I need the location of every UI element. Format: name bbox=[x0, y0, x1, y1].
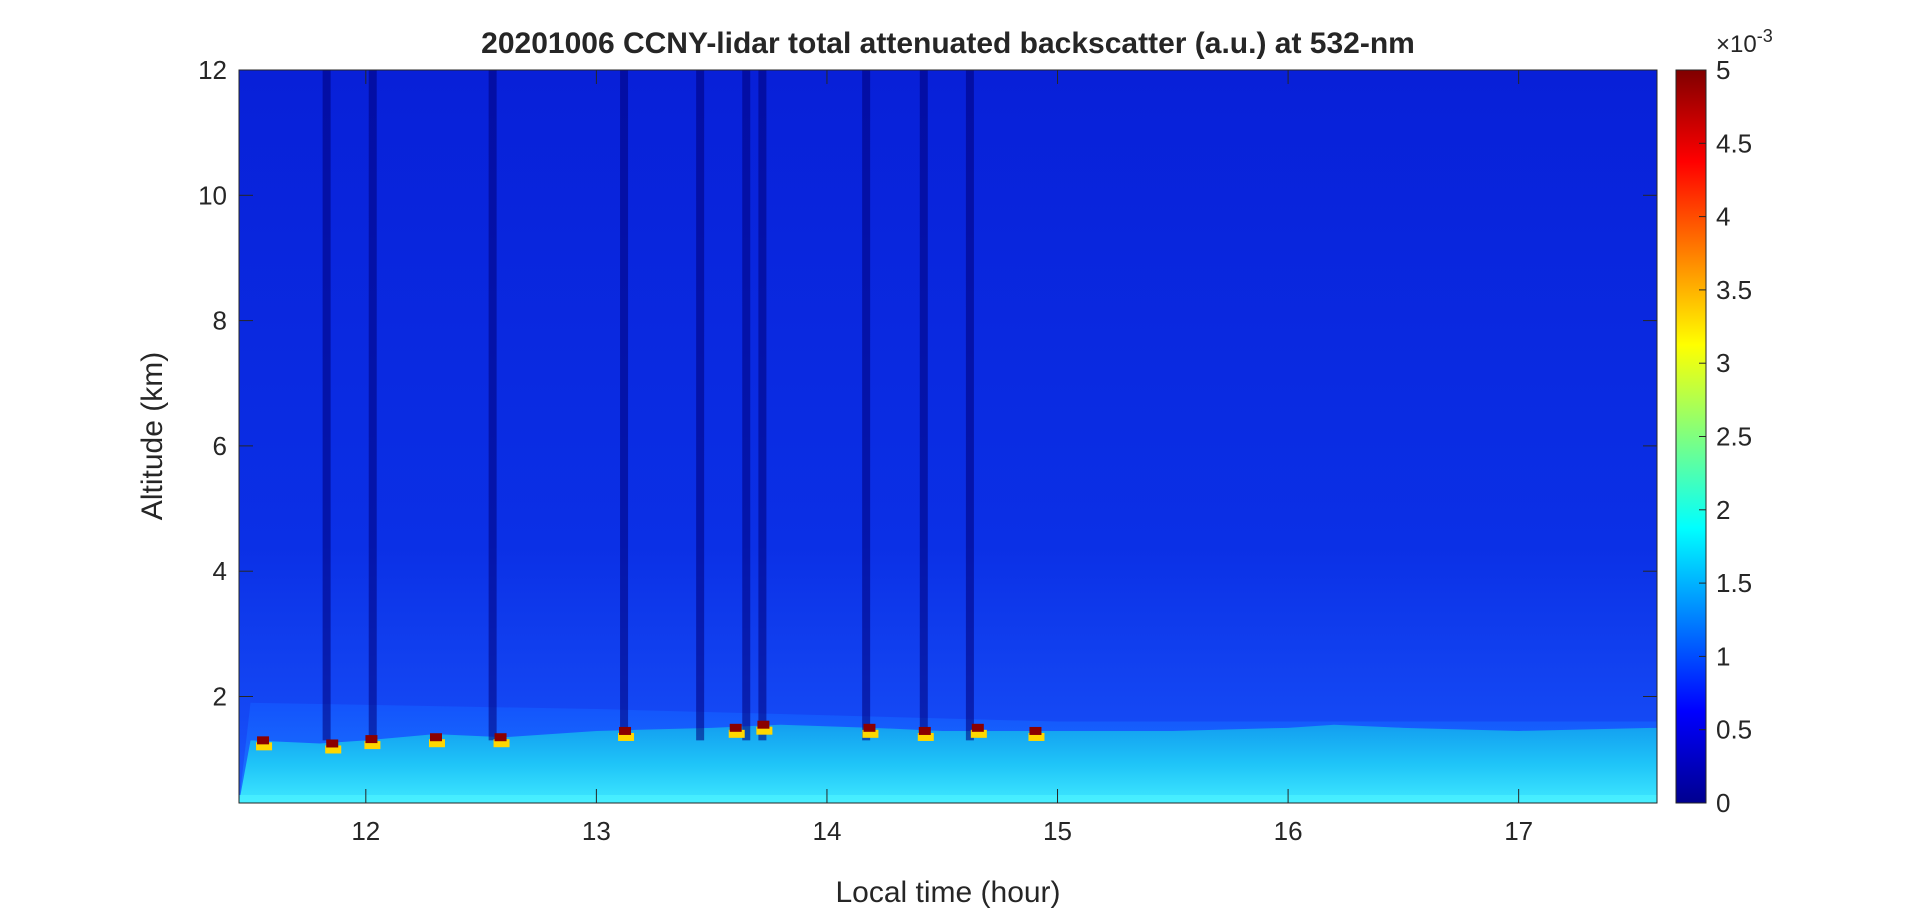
attenuation-column bbox=[368, 70, 377, 741]
x-tick-label: 16 bbox=[1274, 816, 1303, 846]
y-tick-label: 6 bbox=[213, 431, 227, 461]
cloud-return-halo bbox=[256, 742, 273, 751]
y-axis-ticks: 2 4 6 8 10 12 bbox=[198, 55, 1657, 711]
free-troposphere-background bbox=[239, 70, 1657, 803]
attenuation-column bbox=[758, 70, 767, 741]
x-axis-ticks: 12 13 14 15 16 17 bbox=[351, 70, 1533, 846]
cloud-return-halo bbox=[970, 729, 987, 738]
attenuation-column bbox=[862, 70, 871, 741]
attenuation-column bbox=[696, 70, 705, 741]
plot-frame bbox=[238, 69, 1658, 804]
x-axis-label: Local time (hour) bbox=[835, 876, 1060, 909]
cloud-return bbox=[429, 733, 442, 742]
x-tick-label: 12 bbox=[351, 816, 380, 846]
x-tick-label: 13 bbox=[582, 816, 611, 846]
y-tick-label: 12 bbox=[198, 55, 227, 85]
cloud-return-halo bbox=[493, 739, 510, 748]
cloud-return bbox=[729, 723, 742, 732]
cloud-return bbox=[918, 726, 931, 735]
heatmap-plot-area bbox=[239, 70, 1657, 803]
cloud-return bbox=[326, 739, 339, 748]
attenuation-column bbox=[620, 70, 629, 741]
y-tick-label: 8 bbox=[213, 306, 227, 336]
y-tick-label: 2 bbox=[213, 681, 227, 711]
boundary-layer bbox=[239, 724, 1657, 803]
x-tick-label: 14 bbox=[812, 816, 841, 846]
attenuation-column bbox=[488, 70, 497, 741]
cloud-return-halo bbox=[728, 729, 745, 738]
cloud-return bbox=[863, 723, 876, 732]
cloud-return bbox=[257, 736, 270, 745]
colorbar-tick-label: 2 bbox=[1716, 495, 1730, 525]
y-tick-label: 10 bbox=[198, 180, 227, 210]
cloud-return-halo bbox=[618, 732, 635, 741]
cloud-return-halo bbox=[862, 729, 879, 738]
colorbar-tick-label: 3 bbox=[1716, 348, 1730, 378]
cloud-return-halo bbox=[364, 741, 381, 750]
y-tick-label: 4 bbox=[213, 556, 227, 586]
colorbar-exponent: ×10-3 bbox=[1716, 26, 1773, 58]
cloud-return bbox=[757, 720, 770, 729]
x-tick-label: 15 bbox=[1043, 816, 1072, 846]
colorbar-tick-label: 4.5 bbox=[1716, 128, 1752, 158]
cloud-return bbox=[494, 733, 507, 742]
colorbar-ticks: 0 0.5 1 1.5 2 2.5 3 3.5 4 4.5 5 bbox=[1699, 55, 1752, 818]
chart-title: 20201006 CCNY-lidar total attenuated bac… bbox=[481, 27, 1415, 60]
cloud-return-halo bbox=[917, 732, 934, 741]
cloud-return-halo bbox=[325, 745, 342, 754]
colorbar-tick-label: 1.5 bbox=[1716, 568, 1752, 598]
cloud-return bbox=[365, 735, 378, 744]
cloud-return bbox=[971, 723, 984, 732]
attenuation-column bbox=[322, 70, 331, 741]
attenuation-column bbox=[742, 70, 751, 741]
y-axis-label: Altitude (km) bbox=[136, 352, 169, 520]
attenuation-column bbox=[965, 70, 974, 741]
colorbar-tick-label: 0 bbox=[1716, 788, 1730, 818]
colorbar-tick-label: 4 bbox=[1716, 202, 1730, 232]
cloud-return-halo bbox=[756, 726, 773, 735]
surface-band bbox=[239, 795, 1657, 803]
cloud-return bbox=[1029, 726, 1042, 735]
attenuation-column bbox=[919, 70, 928, 741]
x-tick-label: 17 bbox=[1504, 816, 1533, 846]
cloud-return-halo bbox=[1028, 732, 1045, 741]
cloud-return bbox=[619, 726, 632, 735]
colorbar-tick-label: 5 bbox=[1716, 55, 1730, 85]
colorbar-exponent-power: -3 bbox=[1757, 26, 1773, 46]
cloud-return-halo bbox=[428, 739, 445, 748]
attenuation-columns bbox=[322, 70, 974, 741]
cloud-returns bbox=[256, 720, 1045, 754]
colorbar-tick-label: 1 bbox=[1716, 641, 1730, 671]
colorbar-tick-label: 2.5 bbox=[1716, 422, 1752, 452]
colorbar-tick-label: 3.5 bbox=[1716, 275, 1752, 305]
colorbar-exponent-base: ×10 bbox=[1716, 31, 1757, 58]
colorbar-tick-label: 0.5 bbox=[1716, 715, 1752, 745]
